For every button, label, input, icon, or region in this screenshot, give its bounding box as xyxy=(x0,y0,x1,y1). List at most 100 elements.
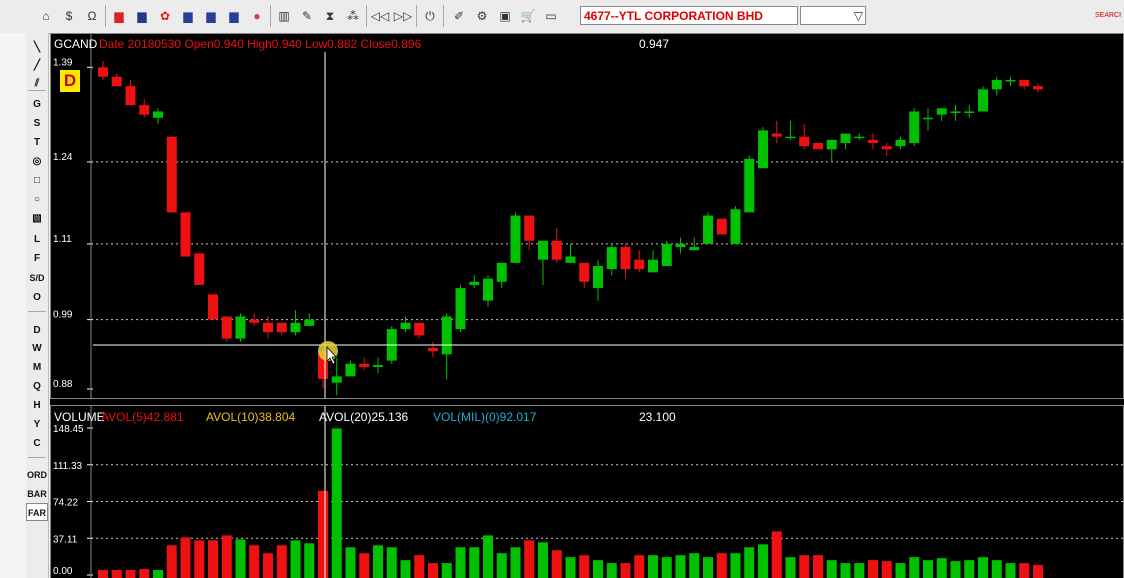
candle-body xyxy=(235,316,246,339)
volume-axis-label: 148.45 xyxy=(53,424,84,435)
yearly-button[interactable]: Y xyxy=(33,419,41,430)
malaysia-flag-icon[interactable]: ▆ xyxy=(137,9,147,23)
sd-tool[interactable]: S/D xyxy=(29,273,45,283)
left-toolbar-separator xyxy=(28,90,46,91)
note-icon[interactable]: ✎ xyxy=(301,9,313,23)
far-button[interactable]: FAR xyxy=(26,503,48,521)
f-tool[interactable]: F xyxy=(33,253,41,264)
volume-bar xyxy=(496,553,507,578)
bar-chart-icon[interactable]: ▥ xyxy=(278,9,290,23)
volume-bar xyxy=(661,557,672,578)
half-year-button[interactable]: H xyxy=(33,400,41,411)
monthly-button[interactable]: M xyxy=(32,362,42,373)
price-axis-label: 0.99 xyxy=(53,310,73,321)
candle-body xyxy=(620,247,631,270)
us-flag-icon[interactable]: ▆ xyxy=(183,9,193,23)
volume-bar xyxy=(840,563,851,578)
candle-body xyxy=(785,136,796,139)
candle-body xyxy=(840,133,851,143)
left-toolbar-separator xyxy=(28,457,46,458)
refresh-icon[interactable]: Ω xyxy=(87,9,97,23)
parallel-tool[interactable]: ⫽ xyxy=(34,78,40,89)
circle-tool[interactable]: ○ xyxy=(33,194,41,205)
forward-icon[interactable]: ▷▷ xyxy=(393,9,413,23)
gann-tool[interactable]: G xyxy=(33,99,41,110)
volume-bar xyxy=(1019,563,1030,578)
stock-selector[interactable]: 4677--YTL CORPORATION BHD xyxy=(580,6,798,25)
volume-bar xyxy=(730,553,741,578)
us-flag-icon-2[interactable]: ▆ xyxy=(206,9,216,23)
volume-bar xyxy=(276,545,287,578)
candle-body xyxy=(991,79,1002,90)
ord-button[interactable]: ORD xyxy=(27,470,47,480)
candle-body xyxy=(290,322,301,333)
period-dropdown[interactable]: ▽ xyxy=(800,6,866,25)
volume-bar xyxy=(620,563,631,578)
t-tool[interactable]: T xyxy=(33,137,41,148)
volume-bar xyxy=(208,540,218,578)
candle-body xyxy=(276,322,287,333)
power-icon[interactable]: ⏻ xyxy=(425,9,435,23)
l-tool[interactable]: L xyxy=(33,234,41,245)
volume-chart[interactable]: 148.45 111.33 74.22 37.11 0.00 xyxy=(51,406,1123,578)
settings-icon[interactable]: ⚙ xyxy=(476,9,488,23)
ellipse-tool[interactable]: ◎ xyxy=(32,156,42,167)
diagonal-tool[interactable]: ╱ xyxy=(33,60,41,71)
bar-button[interactable]: BAR xyxy=(27,489,47,499)
price-axis-label: 0.88 xyxy=(53,379,73,390)
daily-button[interactable]: D xyxy=(33,325,41,336)
volume-axis-label: 74.22 xyxy=(53,498,78,509)
chevron-down-icon: ▽ xyxy=(853,9,863,23)
home-icon[interactable]: ⌂ xyxy=(42,9,50,23)
window-icon[interactable]: ▣ xyxy=(499,9,511,23)
candle-body xyxy=(483,278,493,301)
fib-tool[interactable]: ▧ xyxy=(32,213,42,224)
volume-panel[interactable]: 148.45 111.33 74.22 37.11 0.00 VOLUME AVOL(5… xyxy=(50,405,1124,578)
volume-bar xyxy=(373,545,383,578)
candle-body xyxy=(730,209,741,244)
price-panel[interactable]: 1.39 1.24 1.11 0.99 0.88 GCAND Date 20180530… xyxy=(50,33,1124,399)
us-flag-icon-3[interactable]: ▆ xyxy=(229,9,239,23)
price-panel-name: GCAND xyxy=(54,37,98,51)
price-chart[interactable]: 1.39 1.24 1.11 0.99 0.88 xyxy=(51,34,1123,398)
volume-bar xyxy=(400,560,411,578)
o-tool[interactable]: O xyxy=(33,292,41,303)
canada-flag-icon[interactable]: SEARCH xyxy=(1095,12,1121,19)
hourglass-icon[interactable]: ⧗ xyxy=(325,9,335,23)
line-tool[interactable]: ╲ xyxy=(33,42,41,53)
group-icon[interactable]: ⁂ xyxy=(347,9,359,23)
volume-bar xyxy=(538,542,548,578)
avol10-label: AVOL(10)38.804 xyxy=(206,410,296,424)
volume-bar xyxy=(868,560,878,578)
hongkong-flag-icon[interactable]: ✿ xyxy=(159,9,171,23)
candle-body xyxy=(510,215,521,263)
custom-button[interactable]: C xyxy=(33,438,41,449)
volume-cursor-value: 23.100 xyxy=(639,410,676,424)
cart-icon[interactable]: 🛒 xyxy=(520,9,536,23)
volume-bar xyxy=(331,428,342,578)
volume-bar xyxy=(799,555,810,578)
quarterly-button[interactable]: Q xyxy=(33,381,41,392)
volume-bar xyxy=(744,547,755,578)
volume-bar xyxy=(359,553,370,578)
candle-body xyxy=(359,363,370,367)
volume-bar xyxy=(950,561,961,578)
folder-icon[interactable]: ▭ xyxy=(545,9,557,23)
rect-tool[interactable]: □ xyxy=(33,175,41,186)
chart-area[interactable]: 1.39 1.24 1.11 0.99 0.88 GCAND Date 20180530… xyxy=(50,33,1124,578)
candle-body xyxy=(895,139,906,147)
world-icon[interactable]: ● xyxy=(253,9,261,23)
singapore-flag-icon[interactable]: ▆ xyxy=(114,9,124,23)
candle-body xyxy=(331,376,342,383)
candle-body xyxy=(854,136,865,139)
candle-body xyxy=(593,266,603,289)
weekly-button[interactable]: W xyxy=(32,343,42,354)
draw-icon[interactable]: ✐ xyxy=(453,9,465,23)
dollar-icon[interactable]: $ xyxy=(65,9,73,23)
rewind-icon[interactable]: ◁◁ xyxy=(370,9,390,23)
volume-bar xyxy=(483,535,493,578)
s-tool[interactable]: S xyxy=(33,118,41,129)
price-cursor-value: 0.947 xyxy=(639,37,670,51)
candle-body xyxy=(744,158,755,213)
volume-bar xyxy=(895,563,906,578)
